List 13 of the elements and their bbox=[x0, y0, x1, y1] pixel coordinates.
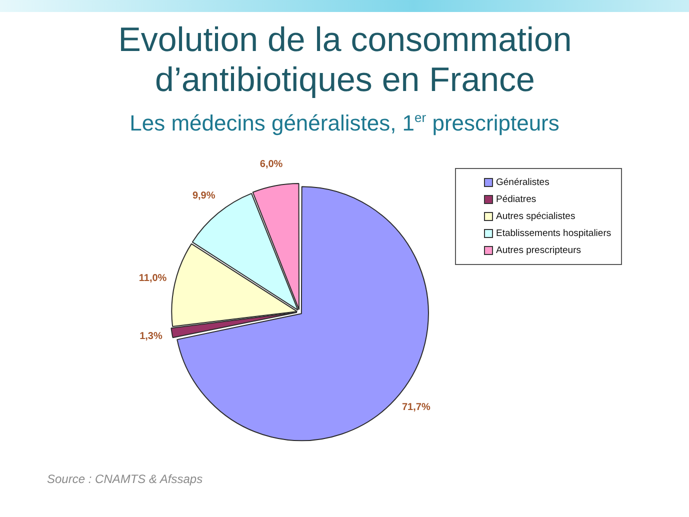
data-label: 11,0% bbox=[138, 273, 167, 284]
legend-label: Autres prescripteurs bbox=[496, 245, 582, 256]
legend-label: Autres spécialistes bbox=[496, 211, 576, 222]
data-label: 9,9% bbox=[192, 190, 216, 202]
legend-label: Généralistes bbox=[496, 177, 550, 188]
legend-label: Etablissements hospitaliers bbox=[496, 228, 612, 239]
data-label: 71,7% bbox=[402, 402, 430, 413]
data-label: 1,3% bbox=[140, 331, 162, 342]
chart-subtitle: Les médecins généralistes, 1$^{er}$ prescripteurs bbox=[128, 109, 560, 138]
source-note: Source : CNAMTS & Afssaps bbox=[47, 472, 203, 486]
legend-label: Pédiatres bbox=[496, 194, 536, 205]
chart-title: Evolution de la consommation d’antibiotiques en France bbox=[117, 20, 573, 100]
data-label: 6,0% bbox=[260, 158, 283, 170]
